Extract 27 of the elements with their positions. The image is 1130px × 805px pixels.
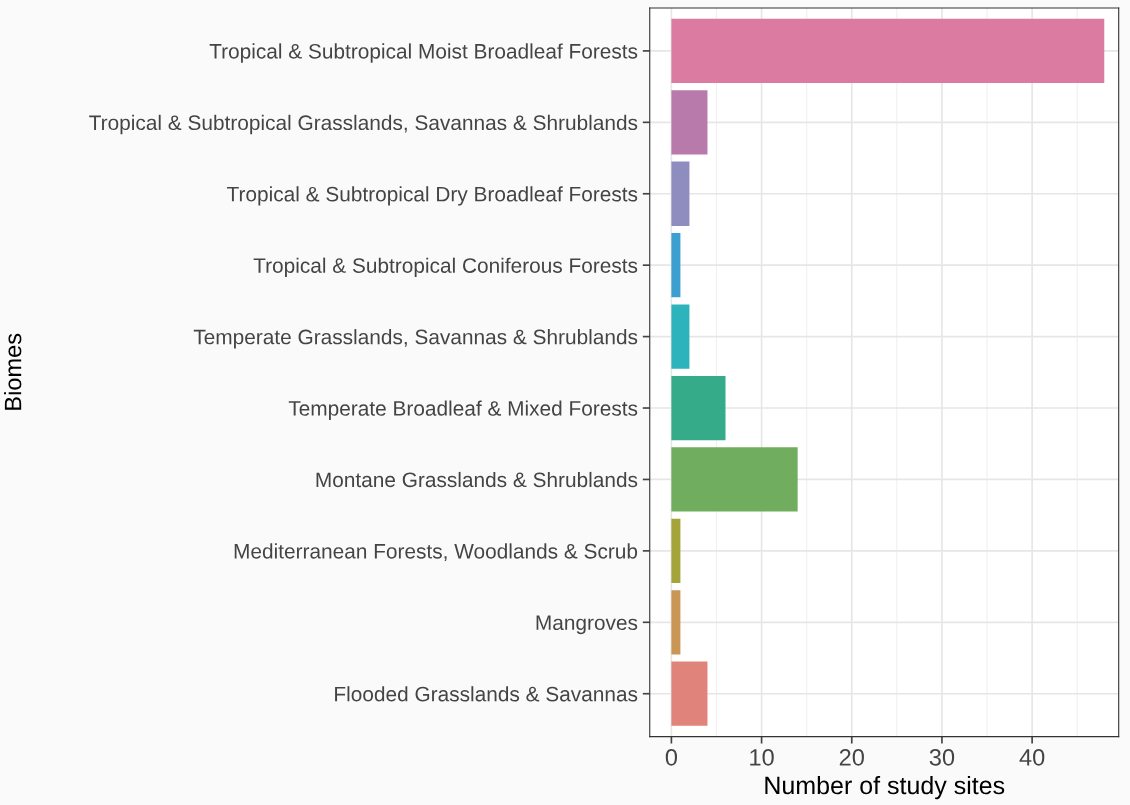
y-tick-label: Temperate Broadleaf & Mixed Forests	[288, 400, 638, 420]
y-tick-label: Flooded Grasslands & Savannas	[335, 686, 638, 702]
y-tick-label: Mangroves	[536, 615, 638, 635]
y-tick-label: Temperate Grasslands, Savannas & Shrublands	[193, 329, 638, 349]
x-tick-label: 30	[929, 749, 955, 766]
bar	[671, 661, 708, 726]
bar	[671, 90, 708, 155]
y-axis-title: Biomes	[4, 333, 22, 410]
y-tick-label: Tropical & Subtropical Coniferous Forests	[253, 257, 638, 278]
bar	[671, 161, 690, 226]
bar	[671, 590, 681, 655]
x-tick-label: 20	[839, 749, 864, 766]
y-tick-label: Montane Grasslands & Shrublands	[316, 471, 638, 488]
x-tick-label: 40	[1019, 749, 1045, 766]
x-axis-title: Number of study sites	[765, 775, 1005, 800]
y-tick-label: Tropical & Subtropical Moist Broadleaf Forests	[209, 43, 638, 63]
bar	[671, 304, 690, 369]
bar	[671, 233, 681, 298]
bar	[671, 375, 726, 441]
x-tick-label: 10	[750, 749, 774, 766]
y-tick-label: Tropical & Subtropical Dry Broadleaf Forests	[227, 186, 638, 206]
bar	[671, 447, 798, 512]
bar	[671, 18, 1105, 84]
bar	[671, 518, 681, 584]
y-tick-label: Tropical & Subtropical Grasslands, Savannas & Shrublands	[89, 114, 638, 135]
x-tick-label: 0	[665, 749, 678, 766]
y-tick-label: Mediterranean Forests, Woodlands & Scrub	[234, 543, 638, 562]
